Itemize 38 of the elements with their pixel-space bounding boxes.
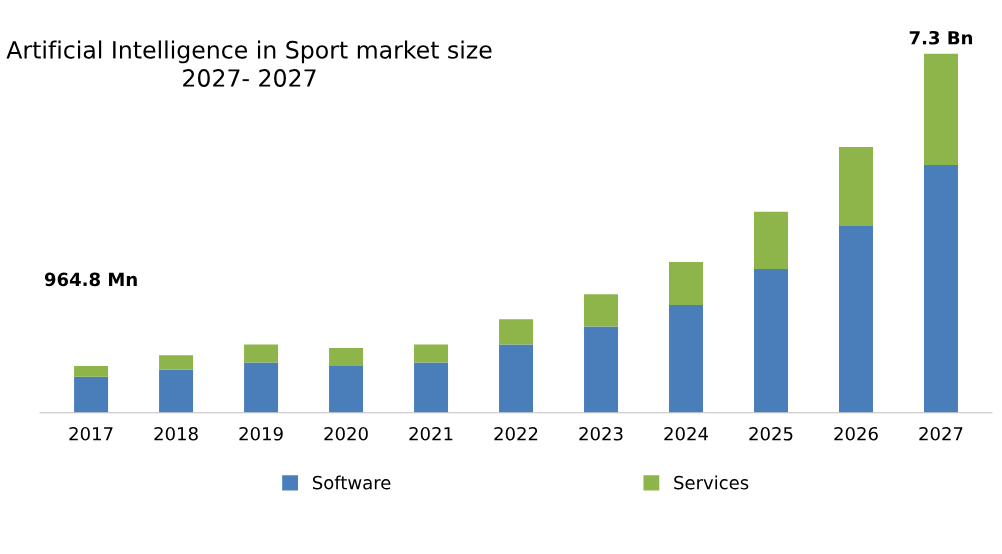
chart-title: Artificial Intelligence in Sport market size 2027- 2027 (6, 40, 492, 87)
bar (839, 147, 873, 227)
text: 7.3 Bn (909, 30, 973, 45)
legend-label: Software (312, 475, 391, 490)
bar (244, 344, 279, 363)
x-tick-label: 2023 (579, 426, 623, 441)
x-tick-label: 2021 (409, 426, 453, 441)
x-tick-label: 2026 (834, 426, 878, 441)
bar (74, 366, 109, 377)
bar (499, 319, 534, 345)
legend-label: Services (674, 475, 749, 490)
bar (923, 164, 958, 413)
x-tick-label: 2025 (749, 426, 793, 441)
annotation: 964.8 Mn (44, 272, 137, 287)
x-tick-label: 2022 (494, 426, 538, 441)
bar (414, 362, 449, 413)
bar (414, 344, 449, 363)
bar (669, 261, 704, 306)
x-tick-label: 2020 (324, 426, 368, 441)
bar (159, 369, 194, 413)
bar (839, 226, 873, 413)
x-tick-label: 2018 (154, 426, 198, 441)
bar (923, 53, 958, 165)
bar (244, 362, 279, 413)
bar (754, 269, 788, 413)
bar (754, 211, 788, 270)
x-tick-label: 2024 (664, 426, 708, 441)
x-tick-label: 2027 (919, 426, 963, 441)
bar (584, 326, 619, 413)
bar (329, 366, 364, 413)
bar (74, 376, 109, 413)
bar (499, 344, 534, 413)
bar (584, 294, 619, 327)
bar (329, 348, 364, 367)
x-tick-label: 2019 (239, 426, 283, 441)
bar (159, 355, 194, 370)
bar (669, 305, 704, 413)
x-tick-label: 2017 (69, 426, 113, 441)
